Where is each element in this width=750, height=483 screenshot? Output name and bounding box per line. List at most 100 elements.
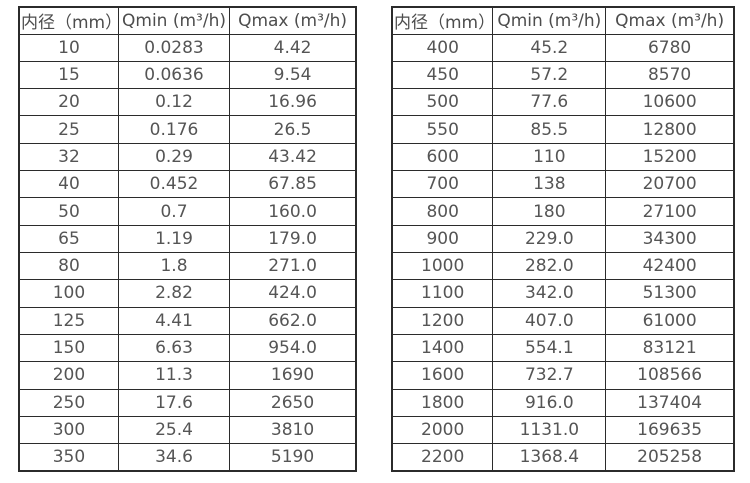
table-cell: 10600 [605, 88, 735, 117]
table-cell: 229.0 [492, 224, 607, 254]
table-cell: 916.0 [492, 388, 607, 417]
table-cell: 40 [18, 170, 119, 199]
table-cell: 9.54 [229, 60, 357, 90]
table-cell: 0.0636 [117, 60, 231, 90]
table-cell: 6780 [605, 33, 735, 62]
table-header-row: 内径（mm） Qmin (m³/h) Qmax (m³/h) [18, 6, 357, 35]
table-row: 15 0.0636 9.54 [18, 60, 357, 90]
table-cell: 500 [391, 88, 494, 117]
table-row: 1400 554.1 83121 [391, 333, 735, 363]
table-cell: 2650 [229, 388, 357, 417]
table-row: 300 25.4 3810 [18, 415, 357, 445]
table-cell: 0.452 [117, 170, 231, 199]
table-row: 400 45.2 6780 [391, 33, 735, 62]
table-cell: 160.0 [229, 197, 357, 226]
table-cell: 65 [18, 224, 119, 254]
table-cell: 43.42 [229, 142, 357, 172]
table-cell: 400 [391, 33, 494, 62]
table-row: 550 85.5 12800 [391, 115, 735, 144]
table-cell: 45.2 [492, 33, 607, 62]
table-cell: 900 [391, 224, 494, 254]
table-cell: 25 [18, 115, 119, 144]
table-cell: 180 [492, 197, 607, 226]
table-row: 150 6.63 954.0 [18, 333, 357, 363]
table-row: 450 57.2 8570 [391, 60, 735, 90]
table-cell: 110 [492, 142, 607, 172]
table-cell: 34300 [605, 224, 735, 254]
table-cell: 4.42 [229, 33, 357, 62]
table-row: 350 34.6 5190 [18, 443, 357, 472]
table-cell: 732.7 [492, 361, 607, 390]
table-cell: 250 [18, 388, 119, 417]
table-cell: 1690 [229, 361, 357, 390]
table-cell: 42400 [605, 251, 735, 281]
table-row: 1000 282.0 42400 [391, 251, 735, 281]
table-cell: 179.0 [229, 224, 357, 254]
table-cell: 108566 [605, 361, 735, 390]
table-cell: 554.1 [492, 333, 607, 363]
table-cell: 138 [492, 170, 607, 199]
table-row: 500 77.6 10600 [391, 88, 735, 117]
table-row: 50 0.7 160.0 [18, 197, 357, 226]
table-cell: 80 [18, 251, 119, 281]
table-cell: 2200 [391, 443, 494, 472]
table-cell: 67.85 [229, 170, 357, 199]
table-cell: 0.29 [117, 142, 231, 172]
table-cell: 342.0 [492, 279, 607, 308]
table-cell: 1.8 [117, 251, 231, 281]
table-row: 25 0.176 26.5 [18, 115, 357, 144]
table-cell: 1000 [391, 251, 494, 281]
table-cell: 85.5 [492, 115, 607, 144]
column-header-inner-diameter: 内径（mm） [18, 6, 119, 35]
table-cell: 5190 [229, 443, 357, 472]
table-cell: 16.96 [229, 88, 357, 117]
table-row: 32 0.29 43.42 [18, 142, 357, 172]
table-row: 100 2.82 424.0 [18, 279, 357, 308]
table-cell: 83121 [605, 333, 735, 363]
table-cell: 1.19 [117, 224, 231, 254]
table-row: 800 180 27100 [391, 197, 735, 226]
table-row: 40 0.452 67.85 [18, 170, 357, 199]
table-cell: 6.63 [117, 333, 231, 363]
column-header-qmax: Qmax (m³/h) [605, 6, 735, 35]
table-cell: 407.0 [492, 306, 607, 335]
table-cell: 20700 [605, 170, 735, 199]
table-cell: 100 [18, 279, 119, 308]
table-row: 1100 342.0 51300 [391, 279, 735, 308]
table-cell: 32 [18, 142, 119, 172]
table-row: 80 1.8 271.0 [18, 251, 357, 281]
table-cell: 50 [18, 197, 119, 226]
table-cell: 1131.0 [492, 415, 607, 445]
table-cell: 61000 [605, 306, 735, 335]
table-cell: 800 [391, 197, 494, 226]
table-cell: 4.41 [117, 306, 231, 335]
table-row: 250 17.6 2650 [18, 388, 357, 417]
column-header-qmin: Qmin (m³/h) [117, 6, 231, 35]
table-cell: 282.0 [492, 251, 607, 281]
table-cell: 0.0283 [117, 33, 231, 62]
column-header-qmax: Qmax (m³/h) [229, 6, 357, 35]
table-cell: 300 [18, 415, 119, 445]
table-cell: 0.176 [117, 115, 231, 144]
table-cell: 2000 [391, 415, 494, 445]
table-cell: 1200 [391, 306, 494, 335]
table-cell: 662.0 [229, 306, 357, 335]
table-cell: 424.0 [229, 279, 357, 308]
table-cell: 125 [18, 306, 119, 335]
table-row: 700 138 20700 [391, 170, 735, 199]
table-cell: 20 [18, 88, 119, 117]
table-cell: 550 [391, 115, 494, 144]
table-cell: 8570 [605, 60, 735, 90]
table-cell: 10 [18, 33, 119, 62]
table-cell: 200 [18, 361, 119, 390]
table-row: 1800 916.0 137404 [391, 388, 735, 417]
table-row: 10 0.0283 4.42 [18, 33, 357, 62]
table-row: 1600 732.7 108566 [391, 361, 735, 390]
table-row: 900 229.0 34300 [391, 224, 735, 254]
table-cell: 2.82 [117, 279, 231, 308]
table-cell: 1100 [391, 279, 494, 308]
table-cell: 51300 [605, 279, 735, 308]
table-cell: 15200 [605, 142, 735, 172]
flow-rate-table-small-diameters: 内径（mm） Qmin (m³/h) Qmax (m³/h) 10 0.0283 4… [18, 6, 357, 472]
